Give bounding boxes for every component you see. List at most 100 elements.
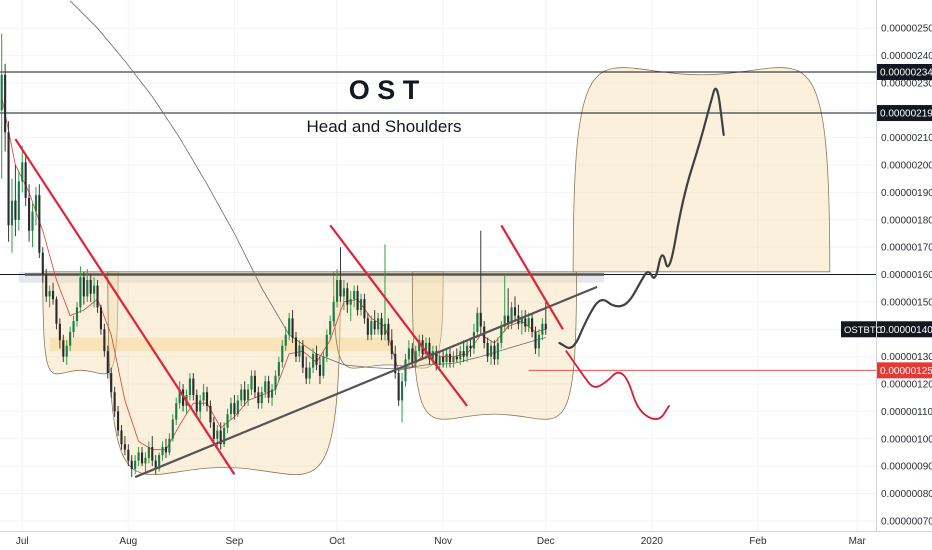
support-trendline	[134, 285, 598, 479]
candle-body	[407, 348, 410, 360]
candle-body	[544, 323, 547, 330]
candle-body	[127, 449, 130, 461]
price-badge-label: 0.00000219	[880, 109, 932, 120]
candle-body	[4, 74, 7, 133]
y-tick-label: 0.00000100	[881, 434, 932, 445]
candle-body	[288, 318, 291, 335]
candle-body	[103, 329, 106, 352]
candle-body	[178, 389, 181, 404]
price-badge	[877, 63, 932, 80]
candle-body	[96, 285, 99, 308]
candle-body	[442, 356, 445, 363]
candle-body	[315, 353, 318, 365]
candle-body	[219, 430, 222, 445]
candle-body	[175, 403, 178, 420]
candle-body	[72, 321, 75, 333]
candle-body	[48, 290, 51, 297]
candle-body	[294, 337, 298, 357]
candle-body	[325, 334, 328, 357]
candle-body	[462, 351, 465, 357]
candle-body	[500, 326, 503, 343]
candle-body	[31, 211, 34, 231]
neckline-zone	[49, 337, 392, 352]
candle-body	[79, 277, 82, 308]
candle-body	[356, 290, 359, 311]
candle-body	[147, 446, 150, 458]
candle-body	[455, 356, 458, 360]
candle-body	[243, 389, 246, 401]
candle-body	[335, 280, 339, 302]
candle-body	[55, 299, 58, 324]
candle-body	[366, 318, 369, 335]
candle-body	[305, 367, 308, 379]
candle-body	[89, 280, 92, 294]
candle-body	[459, 351, 462, 360]
candle-body	[144, 457, 147, 464]
candle-body	[171, 419, 174, 439]
candle-body	[161, 446, 164, 456]
candle-body	[394, 353, 397, 374]
candle-body	[82, 277, 85, 297]
y-tick-label: 0.00000130	[881, 352, 932, 363]
candle-body	[339, 280, 342, 297]
candle-body	[370, 321, 373, 335]
bearish-projection-path	[565, 350, 670, 420]
candle-body	[438, 356, 441, 365]
candle-body	[274, 375, 277, 390]
candle-body	[489, 345, 493, 357]
y-tick-label: 0.00000180	[881, 215, 932, 226]
candle-body	[486, 342, 489, 357]
candle-body	[24, 162, 27, 198]
y-tick-label: 0.00000070	[881, 516, 932, 527]
candle-body	[65, 345, 68, 357]
candle-body	[120, 430, 123, 445]
candle-body	[199, 400, 202, 412]
x-tick-label: Dec	[537, 536, 555, 547]
candle-body	[229, 403, 233, 415]
y-tick-label: 0.00000150	[881, 297, 932, 308]
candle-body	[284, 334, 287, 346]
candle-body	[520, 318, 523, 324]
candle-body	[380, 318, 383, 335]
candle-body	[45, 274, 48, 297]
candle-body	[390, 340, 393, 354]
candle-body	[134, 460, 137, 469]
candle-body	[414, 351, 417, 363]
candle-body	[205, 392, 209, 406]
projections	[558, 87, 725, 420]
candle-body	[277, 362, 280, 376]
candle-body	[397, 373, 400, 401]
y-tick-label: 0.00000090	[881, 462, 932, 473]
candle-body	[510, 307, 513, 324]
candle-body	[137, 452, 140, 461]
candle-body	[106, 351, 109, 374]
x-tick-label: Oct	[329, 536, 345, 547]
candle-body	[257, 392, 260, 404]
candle-body	[428, 342, 431, 360]
horizontal-lines	[0, 71, 876, 371]
candle-body	[260, 392, 263, 404]
bullish-projection-path	[558, 87, 725, 349]
symbol-badge-label: OSTBTC	[844, 325, 883, 336]
candle-body	[164, 446, 168, 453]
candle-body	[168, 438, 171, 453]
candle-body	[527, 318, 530, 327]
candle-body	[291, 318, 294, 338]
candle-body	[226, 414, 229, 428]
candle-body	[240, 389, 243, 401]
candle-body	[34, 195, 37, 212]
candle-body	[236, 400, 239, 415]
candle-body	[507, 315, 510, 324]
candle-body	[7, 132, 10, 226]
candle-body	[342, 288, 345, 297]
candle-body	[377, 318, 380, 330]
y-tick-label: 0.00000250	[881, 24, 932, 35]
price-badge-label: 0.00000234	[880, 67, 932, 78]
red-trendline	[14, 138, 236, 475]
price-badge	[877, 105, 932, 122]
candle-body	[51, 290, 55, 300]
candle-body	[247, 389, 250, 401]
x-tick-label: Nov	[434, 536, 452, 547]
